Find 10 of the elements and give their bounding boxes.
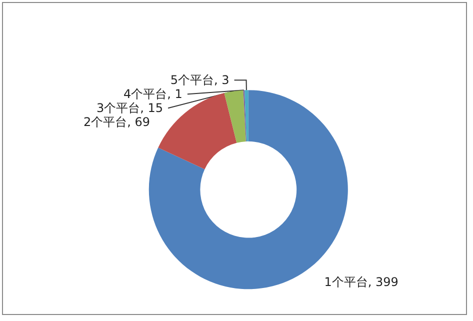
- data-label: , 399: [368, 274, 398, 289]
- slice-label: 1个平台: [324, 274, 368, 289]
- slice-label: 2个平台: [84, 115, 128, 130]
- slice-label: 3个平台: [96, 101, 140, 116]
- slice-label: 4个平台: [124, 87, 168, 102]
- data-label: , 15: [140, 101, 164, 116]
- data-label: , 1: [167, 87, 182, 102]
- data-label: , 3: [214, 73, 230, 88]
- data-label: , 69: [127, 115, 150, 130]
- slice-label: 5个平台: [170, 73, 214, 88]
